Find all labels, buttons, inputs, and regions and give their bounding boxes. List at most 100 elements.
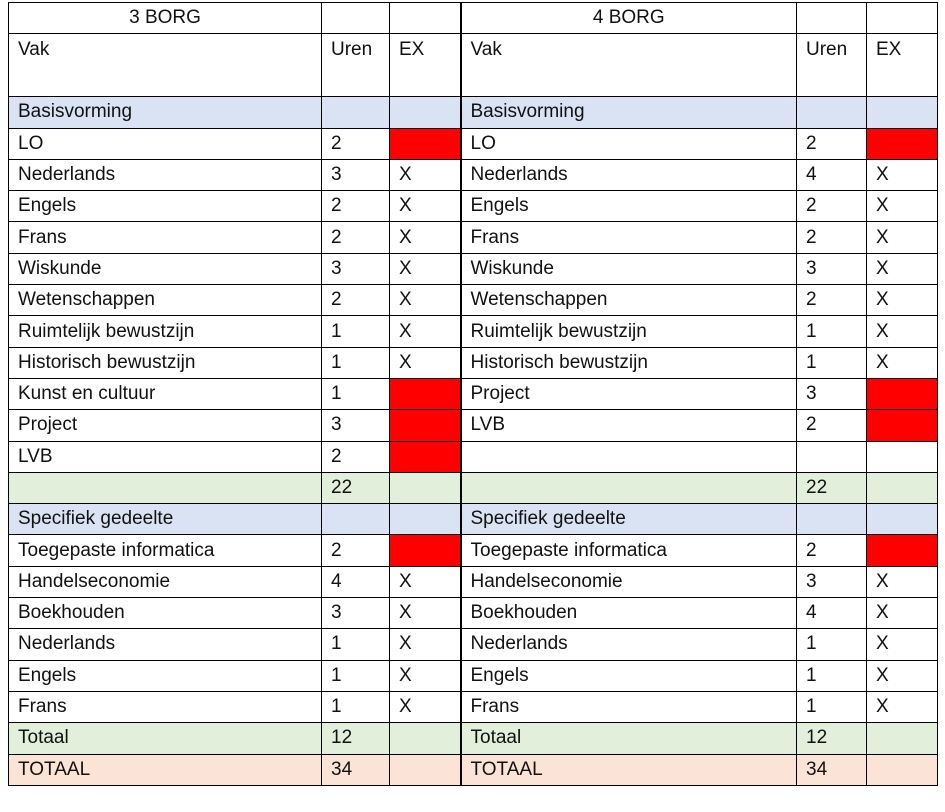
subject-cell: Handelseconomie — [459, 565, 797, 599]
hours-cell: 2 — [321, 221, 390, 254]
title-row: 3 BORG 4 BORG — [8, 1, 938, 35]
subject-cell: Specifiek gedeelte — [8, 503, 322, 536]
table-row: LO 2 LO 2 — [8, 127, 938, 160]
exam-cell: X — [389, 221, 461, 254]
hours-cell — [796, 503, 867, 536]
no-exam-marker — [389, 127, 461, 160]
hours-cell: 2 — [796, 127, 867, 160]
table-title: 4 BORG — [459, 1, 797, 35]
hours-cell: 12 — [796, 722, 867, 755]
table-row: Kunst en cultuur 1 Project 3 — [8, 377, 938, 411]
subject-cell: Totaal — [459, 722, 797, 755]
subject-cell: LO — [8, 127, 322, 160]
subject-cell: LVB — [459, 409, 797, 442]
subject-cell: Kunst en cultuur — [8, 377, 322, 411]
column-header-ex: EX — [866, 33, 938, 98]
hours-cell: 1 — [321, 315, 390, 348]
no-exam-marker — [866, 534, 938, 567]
table-row: Specifiek gedeelte Specifiek gedeelte — [8, 503, 938, 536]
hours-cell: 3 — [321, 252, 390, 286]
hours-cell — [796, 440, 867, 473]
hours-cell: 1 — [796, 690, 867, 724]
subject-cell: Toegepaste informatica — [459, 534, 797, 567]
table-row: 22 22 — [8, 471, 938, 505]
no-exam-marker — [389, 409, 461, 442]
no-exam-marker — [866, 377, 938, 411]
table-row: Engels 1 X Engels 1 X — [8, 659, 938, 692]
exam-cell — [866, 722, 938, 755]
hours-cell: 3 — [321, 409, 390, 442]
no-exam-marker — [389, 377, 461, 411]
empty-cell — [796, 1, 867, 35]
subject-cell — [459, 471, 797, 505]
hours-cell: 34 — [796, 753, 867, 786]
exam-cell: X — [866, 284, 938, 317]
subject-cell: Frans — [459, 221, 797, 254]
exam-cell: X — [389, 315, 461, 348]
subject-cell: LVB — [8, 440, 322, 473]
exam-cell: X — [866, 565, 938, 599]
subject-cell: Nederlands — [8, 158, 322, 192]
exam-cell — [389, 503, 461, 536]
no-exam-marker — [866, 127, 938, 160]
hours-cell: 3 — [321, 597, 390, 630]
exam-cell: X — [866, 190, 938, 223]
exam-cell — [389, 753, 461, 786]
subject-cell: Nederlands — [459, 628, 797, 661]
exam-cell — [866, 471, 938, 505]
hours-cell: 3 — [321, 158, 390, 192]
exam-cell: X — [389, 690, 461, 724]
subject-cell: Boekhouden — [8, 597, 322, 630]
hours-cell: 1 — [796, 315, 867, 348]
hours-cell: 2 — [796, 409, 867, 442]
exam-cell: X — [389, 659, 461, 692]
subject-cell: Wiskunde — [8, 252, 322, 286]
column-header-uren: Uren — [321, 33, 390, 98]
hours-cell: 22 — [796, 471, 867, 505]
subject-cell: Engels — [8, 190, 322, 223]
empty-cell — [321, 1, 390, 35]
subject-cell: Historisch bewustzijn — [459, 346, 797, 379]
subject-cell: Frans — [459, 690, 797, 724]
hours-cell: 1 — [321, 690, 390, 724]
exam-cell — [866, 440, 938, 473]
no-exam-marker — [866, 409, 938, 442]
subject-cell: Frans — [8, 221, 322, 254]
table-row: Historisch bewustzijn 1 X Historisch bewust… — [8, 346, 938, 379]
table-row: Wetenschappen 2 X Wetenschappen 2 X — [8, 284, 938, 317]
subject-cell: Ruimtelijk bewustzijn — [459, 315, 797, 348]
no-exam-marker — [389, 534, 461, 567]
empty-cell — [866, 1, 938, 35]
hours-cell: 1 — [321, 377, 390, 411]
hours-cell: 4 — [796, 158, 867, 192]
column-header-ex: EX — [389, 33, 461, 98]
hours-cell: 2 — [796, 190, 867, 223]
subject-cell: Basisvorming — [459, 96, 797, 129]
hours-cell — [321, 96, 390, 129]
subject-cell: Historisch bewustzijn — [8, 346, 322, 379]
exam-cell: X — [389, 565, 461, 599]
table-row: Frans 2 X Frans 2 X — [8, 221, 938, 254]
hours-cell — [796, 96, 867, 129]
exam-cell: X — [866, 628, 938, 661]
hours-cell: 1 — [321, 346, 390, 379]
column-header-row: Vak Uren EX Vak Uren EX — [8, 33, 938, 98]
exam-cell: X — [389, 284, 461, 317]
subject-cell: Frans — [8, 690, 322, 724]
subject-cell: Handelseconomie — [8, 565, 322, 599]
table-row: LVB 2 — [8, 440, 938, 473]
hours-cell: 4 — [321, 565, 390, 599]
column-header-uren: Uren — [796, 33, 867, 98]
exam-cell: X — [866, 690, 938, 724]
hours-cell: 3 — [796, 252, 867, 286]
exam-cell: X — [866, 597, 938, 630]
subject-cell: Boekhouden — [459, 597, 797, 630]
schedule-table: 3 BORG 4 BORG Vak Uren EX Vak Uren EX Ba… — [8, 1, 938, 786]
exam-cell — [866, 753, 938, 786]
table-row: Project 3 LVB 2 — [8, 409, 938, 442]
subject-cell: Engels — [8, 659, 322, 692]
table-row: Engels 2 X Engels 2 X — [8, 190, 938, 223]
subject-cell: Basisvorming — [8, 96, 322, 129]
table-row: Basisvorming Basisvorming — [8, 96, 938, 129]
hours-cell — [321, 503, 390, 536]
